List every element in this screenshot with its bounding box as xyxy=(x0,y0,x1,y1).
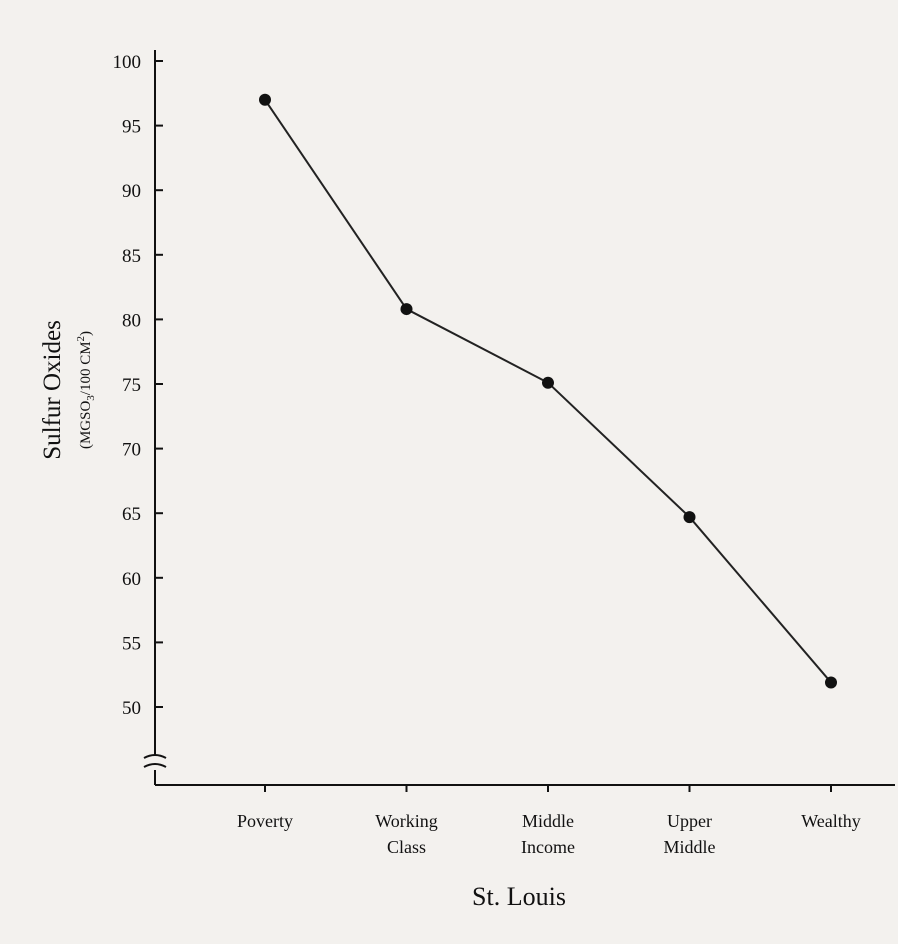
y-tick-label: 65 xyxy=(122,504,141,525)
x-category-label: Working Class xyxy=(375,811,438,857)
axis-break-mark xyxy=(143,754,167,768)
data-points xyxy=(259,93,837,689)
unit-superscript: 2 xyxy=(75,336,87,342)
data-point xyxy=(259,93,271,106)
x-axis-label: St. Louis xyxy=(472,882,566,911)
unit-subscript: 3 xyxy=(85,395,97,401)
series-line-group xyxy=(264,99,832,684)
x-category-label: Wealthy xyxy=(801,811,861,831)
unit-part-2: /100 CM xyxy=(78,341,94,395)
series-line-segment xyxy=(688,516,832,684)
y-tick-label: 75 xyxy=(122,375,141,396)
y-tick-label: 55 xyxy=(122,633,141,654)
x-category-label: Middle Income xyxy=(521,811,575,857)
data-point xyxy=(542,376,554,389)
unit-part-3: ) xyxy=(78,331,94,336)
x-category-label: Poverty xyxy=(237,811,293,831)
x-ticks: Poverty Working Class Middle Income Upper Midd… xyxy=(237,785,861,857)
data-point xyxy=(683,511,696,524)
data-point xyxy=(825,676,837,689)
y-tick-label: 100 xyxy=(113,52,142,73)
series-line-segment xyxy=(406,308,549,384)
y-tick-label: 80 xyxy=(122,310,141,331)
axes xyxy=(143,50,895,786)
y-tick-label: 50 xyxy=(122,698,141,719)
series-line-segment xyxy=(264,99,408,310)
y-ticks: 50 55 60 65 70 75 80 85 90 95 100 xyxy=(113,52,163,719)
y-axis-unit-label: (MGSO3/100 CM2) xyxy=(75,331,97,449)
unit-part-1: (MGSO xyxy=(78,401,94,450)
y-tick-label: 95 xyxy=(122,117,141,138)
y-tick-label: 90 xyxy=(122,181,141,202)
y-tick-label: 85 xyxy=(122,246,141,267)
x-category-label: Upper Middle xyxy=(664,811,716,857)
y-axis-label: Sulfur Oxides xyxy=(39,320,66,460)
y-tick-label: 70 xyxy=(122,440,141,461)
series-line-segment xyxy=(547,381,691,518)
data-point xyxy=(400,303,413,316)
y-tick-label: 60 xyxy=(122,569,141,590)
